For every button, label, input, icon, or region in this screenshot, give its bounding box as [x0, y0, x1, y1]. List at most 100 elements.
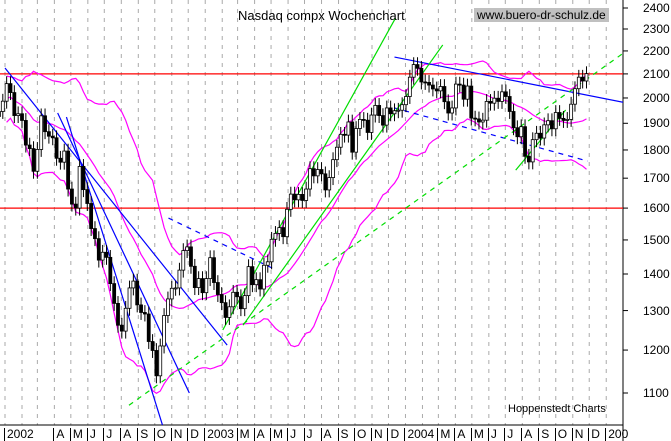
candle: [212, 257, 216, 283]
y-tick-label: 1500: [643, 232, 670, 247]
candle: [108, 256, 113, 285]
candle: [250, 266, 255, 286]
y-tick-label: 1200: [643, 343, 670, 358]
candle: [43, 115, 47, 133]
x-tick-label: D: [187, 428, 199, 441]
candle: [342, 133, 347, 136]
candle: [446, 101, 451, 114]
candle: [515, 127, 520, 138]
candle: [0, 100, 5, 112]
candle: [66, 150, 70, 190]
candle: [450, 107, 454, 114]
y-tick-label: 1400: [643, 266, 670, 281]
candle: [530, 139, 535, 163]
candle: [246, 266, 251, 297]
candle: [142, 312, 147, 315]
candle: [553, 112, 558, 130]
candle: [231, 291, 236, 308]
candle: [484, 101, 489, 121]
candle: [112, 283, 117, 304]
candle: [39, 115, 44, 150]
x-tick-label: N: [370, 428, 383, 441]
candle: [96, 238, 101, 261]
candle: [584, 73, 589, 82]
candle: [215, 282, 220, 295]
x-tick-label: N: [170, 428, 182, 441]
candle: [242, 295, 247, 310]
candle: [388, 107, 393, 115]
x-tick-label: S: [538, 428, 549, 441]
candle: [192, 265, 197, 288]
candle: [208, 257, 213, 279]
x-tick-label: M: [69, 428, 83, 441]
candle: [23, 120, 28, 146]
x-tick-label: N: [571, 428, 583, 441]
y-tick-label: 2200: [643, 43, 670, 58]
candle: [127, 287, 132, 309]
y-tick-label: 1600: [643, 201, 670, 216]
y-tick-label: 1900: [643, 116, 670, 131]
candle: [346, 121, 351, 136]
x-tick-label: A: [320, 428, 332, 441]
candle: [311, 168, 316, 177]
x-tick-label: A: [53, 428, 64, 441]
candle: [454, 83, 458, 109]
candle: [438, 86, 443, 92]
candle: [411, 64, 416, 78]
candle: [334, 146, 339, 161]
x-tick-label: M: [470, 428, 484, 441]
candle: [177, 269, 182, 289]
x-tick-label: A: [454, 428, 465, 441]
candle: [331, 159, 335, 178]
candle: [204, 278, 209, 294]
candle: [381, 115, 385, 126]
y-tick-label: 2000: [643, 90, 670, 105]
candle: [461, 84, 466, 100]
x-tick-label: J: [287, 428, 296, 441]
trendline: [394, 107, 588, 162]
candle: [519, 126, 524, 138]
candle: [4, 83, 9, 102]
candle: [146, 313, 151, 342]
candle: [350, 121, 355, 153]
candle: [35, 149, 40, 172]
candle: [358, 119, 362, 129]
x-tick-label: J: [86, 428, 96, 441]
candle: [557, 112, 562, 119]
candle: [123, 307, 128, 332]
candle: [181, 250, 186, 271]
candle: [77, 166, 82, 209]
candle: [377, 105, 382, 116]
candle: [54, 137, 59, 159]
x-tick-label: M: [236, 428, 250, 441]
candle: [154, 350, 159, 377]
x-tick-label: O: [353, 428, 366, 441]
candle: [369, 114, 374, 133]
candle: [434, 88, 439, 92]
candle: [419, 67, 424, 83]
x-tick-label: J: [487, 428, 497, 441]
candle: [265, 261, 270, 266]
candle: [296, 194, 301, 201]
candle: [273, 233, 278, 240]
y-tick-label: 1700: [643, 171, 670, 186]
candle: [423, 81, 428, 84]
candle: [396, 109, 401, 112]
candle: [304, 188, 309, 201]
candle: [427, 82, 431, 86]
candle: [185, 246, 190, 251]
y-tick-label: 2400: [643, 1, 670, 15]
candle: [50, 135, 55, 139]
candle: [488, 101, 493, 104]
x-tick-label: D: [588, 428, 600, 441]
candle: [442, 86, 447, 103]
candle: [8, 83, 13, 93]
x-tick-label: 2004: [404, 428, 434, 441]
candle: [169, 287, 174, 300]
candle: [415, 64, 420, 69]
candle: [384, 107, 389, 126]
y-tick-label: 1100: [643, 386, 669, 400]
candle: [46, 131, 51, 137]
candle: [473, 117, 478, 120]
x-tick-label: J: [303, 428, 313, 441]
